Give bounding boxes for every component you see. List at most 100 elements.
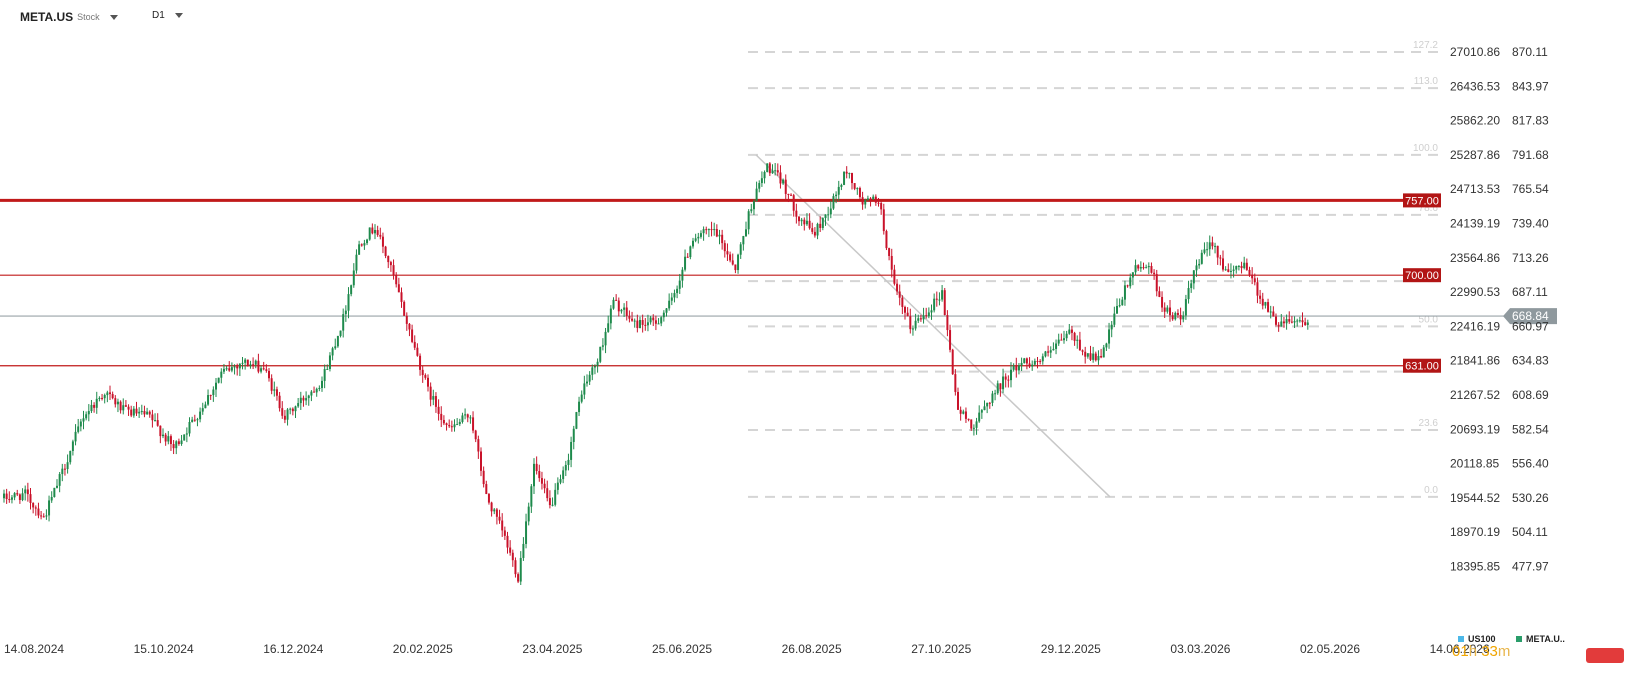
candle-body bbox=[1052, 348, 1055, 351]
candle-body bbox=[93, 404, 96, 408]
candle bbox=[69, 450, 72, 465]
time-axis-label: 27.10.2025 bbox=[911, 642, 971, 656]
time-axis-label: 03.03.2026 bbox=[1170, 642, 1230, 656]
candle-body bbox=[983, 406, 986, 411]
candle bbox=[246, 359, 249, 367]
candle bbox=[281, 401, 284, 419]
candle-body bbox=[313, 391, 316, 393]
candle bbox=[207, 389, 210, 406]
candle-body bbox=[363, 243, 366, 246]
candle-body bbox=[1097, 355, 1100, 361]
candle bbox=[222, 364, 225, 374]
candle-body bbox=[151, 414, 154, 421]
candle-body bbox=[808, 220, 811, 229]
candle-body bbox=[668, 300, 671, 309]
candle bbox=[673, 289, 676, 303]
candle bbox=[596, 358, 599, 373]
candle bbox=[405, 312, 408, 331]
candle-body bbox=[474, 430, 477, 440]
candle bbox=[419, 353, 422, 376]
candle bbox=[874, 194, 877, 206]
candle-body bbox=[646, 322, 649, 326]
candle-body bbox=[755, 188, 758, 202]
candle bbox=[612, 297, 615, 310]
candle-body bbox=[760, 178, 763, 184]
candle-body bbox=[1176, 312, 1179, 315]
candle-body bbox=[922, 315, 925, 320]
candle bbox=[101, 393, 104, 401]
candle bbox=[784, 174, 787, 201]
candle bbox=[858, 186, 861, 200]
candle-body bbox=[673, 293, 676, 298]
candle bbox=[424, 373, 427, 380]
candle bbox=[1078, 331, 1081, 351]
candle bbox=[1086, 353, 1089, 359]
candle-body bbox=[623, 307, 626, 310]
candle-body bbox=[570, 441, 573, 460]
candle bbox=[1015, 357, 1018, 378]
candle-body bbox=[246, 359, 249, 366]
candle-body bbox=[472, 417, 475, 431]
candle bbox=[943, 287, 946, 316]
candle bbox=[442, 415, 445, 426]
candle-body bbox=[1081, 350, 1084, 352]
candle bbox=[1036, 357, 1039, 369]
candle bbox=[177, 438, 180, 446]
candle-body bbox=[763, 171, 766, 179]
right-price-axis: 870.11 843.97 817.83 791.68 765.54 739.40 713.… bbox=[1512, 45, 1549, 574]
candle-body bbox=[405, 315, 408, 324]
timer-m-unit: m bbox=[1497, 643, 1511, 660]
candle-body bbox=[880, 203, 883, 210]
candle bbox=[588, 371, 591, 386]
legend-meta[interactable]: META.U.. bbox=[1516, 634, 1565, 644]
candle bbox=[697, 232, 700, 244]
candle bbox=[368, 227, 371, 241]
candle-body bbox=[771, 170, 774, 174]
candle-body bbox=[323, 369, 326, 381]
candle bbox=[583, 375, 586, 400]
candle bbox=[1129, 273, 1132, 289]
candle bbox=[609, 305, 612, 330]
candle-body bbox=[774, 170, 777, 172]
candle bbox=[371, 223, 374, 235]
candle bbox=[1163, 302, 1166, 318]
candle bbox=[1190, 279, 1193, 293]
candle-body bbox=[1227, 269, 1230, 272]
current-price-badge bbox=[1503, 308, 1557, 325]
candle-body bbox=[124, 405, 127, 407]
candle-body bbox=[620, 309, 623, 312]
candle-body bbox=[768, 163, 771, 174]
candle-body bbox=[498, 516, 501, 521]
candle bbox=[1256, 277, 1259, 304]
candle-body bbox=[440, 413, 443, 420]
symbol-selector[interactable]: META.US Stock bbox=[20, 10, 118, 24]
candle bbox=[689, 245, 692, 260]
candle bbox=[779, 165, 782, 189]
candle-body bbox=[1182, 315, 1185, 320]
candle-body bbox=[972, 427, 975, 429]
candle bbox=[283, 410, 286, 424]
candle bbox=[1123, 280, 1126, 306]
candle-body bbox=[408, 323, 411, 330]
candle-body bbox=[56, 485, 58, 488]
legend-us100[interactable]: US100 bbox=[1458, 634, 1496, 644]
right-axis-label: 765.54 bbox=[1512, 182, 1549, 196]
candle bbox=[151, 409, 154, 428]
candle bbox=[273, 381, 276, 397]
timeframe-selector[interactable]: D1 bbox=[152, 10, 183, 21]
candle bbox=[991, 390, 994, 407]
candle-body bbox=[832, 196, 835, 209]
action-button[interactable] bbox=[1586, 648, 1624, 663]
candle-body bbox=[416, 347, 419, 356]
candle bbox=[790, 193, 793, 197]
candle-body bbox=[575, 412, 578, 429]
candle-body bbox=[917, 318, 920, 321]
candle-body bbox=[530, 486, 533, 507]
candle bbox=[681, 267, 684, 288]
candle bbox=[774, 162, 777, 176]
candle-body bbox=[1089, 353, 1092, 360]
candle bbox=[334, 338, 337, 350]
candle bbox=[1227, 263, 1230, 273]
candle bbox=[951, 348, 954, 375]
